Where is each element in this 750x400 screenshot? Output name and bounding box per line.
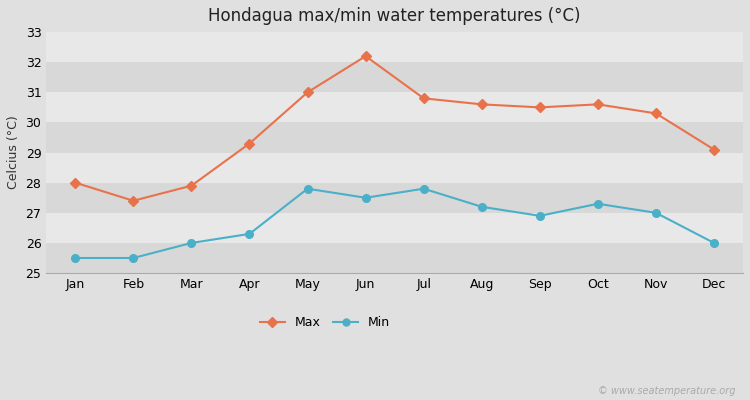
Bar [46, 243, 743, 273]
Legend: Max, Min: Max, Min [255, 311, 395, 334]
Text: © www.seatemperature.org: © www.seatemperature.org [598, 386, 735, 396]
Bar [46, 213, 743, 243]
Y-axis label: Celcius (°C): Celcius (°C) [7, 116, 20, 190]
Bar [46, 183, 743, 213]
Bar [46, 152, 743, 183]
Title: Hondagua max/min water temperatures (°C): Hondagua max/min water temperatures (°C) [209, 7, 581, 25]
Bar [46, 32, 743, 62]
Bar [46, 62, 743, 92]
Bar [46, 122, 743, 152]
Bar [46, 92, 743, 122]
